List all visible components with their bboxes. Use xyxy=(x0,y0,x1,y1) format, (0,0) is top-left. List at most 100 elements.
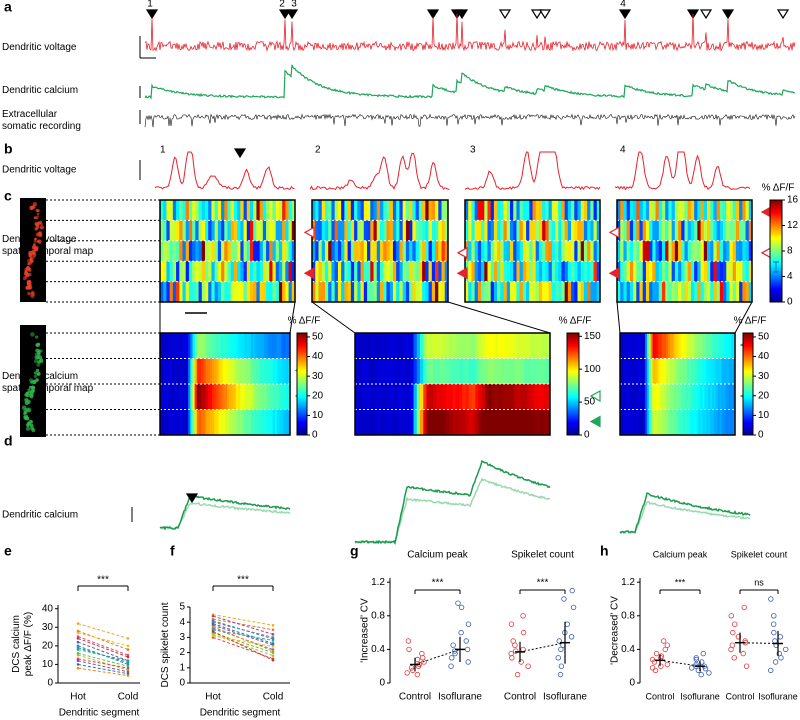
paired-point xyxy=(271,658,275,662)
voltage-map-cell xyxy=(713,220,718,242)
paired-point xyxy=(126,648,130,651)
voltage-window-trace xyxy=(464,151,601,191)
voltage-map-cell xyxy=(707,281,711,303)
calcium-map-cell xyxy=(623,409,627,436)
voltage-map-cell xyxy=(555,240,559,262)
calcium-map-cell xyxy=(281,384,284,410)
voltage-map-cell xyxy=(312,240,316,262)
voltage-map-cell xyxy=(487,220,492,242)
calcium-map-cell xyxy=(715,409,719,436)
calcium-map-cell xyxy=(491,409,496,436)
calcium-map-cell xyxy=(664,409,667,436)
calcium-map-cell xyxy=(644,358,648,385)
calcium-map-cell xyxy=(162,409,165,436)
voltage-map-cell xyxy=(639,281,644,303)
calcium-map-cell xyxy=(540,333,544,359)
dendrite-pixel xyxy=(24,400,29,406)
calcium-map-cell xyxy=(439,409,444,436)
extracellular-trace xyxy=(144,113,796,128)
calcium-map-cell xyxy=(390,409,395,436)
calcium-map-cell xyxy=(704,333,707,359)
calcium-map-cell xyxy=(222,358,226,385)
calcium-map-cell xyxy=(646,333,650,359)
calcium-map-cell xyxy=(246,409,250,436)
voltage-map-cell xyxy=(519,200,524,221)
calcium-map-cell xyxy=(658,384,661,410)
calcium-map-cell xyxy=(212,358,215,385)
calcium-map-cell xyxy=(648,384,652,410)
calcium-map-cell xyxy=(729,333,732,359)
voltage-map-cell xyxy=(545,261,549,282)
calcium-map-cell xyxy=(364,384,369,410)
voltage-map-cell xyxy=(577,261,582,282)
voltage-map-cell xyxy=(633,240,637,262)
calcium-map-cell xyxy=(214,358,217,385)
voltage-map-cell xyxy=(282,240,286,262)
paired-point xyxy=(126,659,130,663)
calcium-map-cell xyxy=(429,333,434,359)
voltage-map-cell xyxy=(386,261,391,282)
paired-point xyxy=(76,651,80,655)
voltage-map-cell xyxy=(179,281,183,303)
calcium-map-cell xyxy=(511,333,515,359)
calcium-map-cell xyxy=(436,409,440,436)
calcium-map-cell xyxy=(687,384,690,410)
calcium-map-cell xyxy=(629,409,632,436)
voltage-map-cell xyxy=(583,240,588,262)
calcium-map-cell xyxy=(723,409,726,436)
calcium-map-cell xyxy=(400,358,405,385)
voltage-map-cell xyxy=(331,200,336,221)
calcium-map-cell xyxy=(667,358,671,385)
voltage-map-cell xyxy=(548,240,553,262)
calcium-map-cell xyxy=(381,384,385,410)
voltage-map-cell xyxy=(739,220,743,242)
calcium-map-cell xyxy=(233,358,237,385)
voltage-map-cell xyxy=(658,240,663,262)
voltage-map-cell xyxy=(471,200,476,221)
voltage-map-cell xyxy=(205,200,209,221)
calcium-map-cell xyxy=(222,409,226,436)
calcium-map-cell xyxy=(205,384,209,410)
voltage-map-cell xyxy=(574,220,578,242)
voltage-map-cell xyxy=(707,261,711,282)
voltage-map-cell xyxy=(481,220,485,242)
voltage-map-cell xyxy=(399,220,404,242)
calcium-map-cell xyxy=(671,384,675,410)
calcium-map-cell xyxy=(481,409,486,436)
dendrite-pixel xyxy=(35,225,40,230)
voltage-map-cell xyxy=(188,240,193,262)
voltage-map-cell xyxy=(422,261,426,282)
voltage-map-cell xyxy=(415,240,420,262)
calcium-map-cell xyxy=(673,384,676,410)
calcium-map-cell xyxy=(733,409,736,436)
voltage-map-cell xyxy=(703,261,708,282)
data-point xyxy=(660,638,667,644)
voltage-map-cell xyxy=(409,281,413,303)
voltage-map-cell xyxy=(583,220,588,242)
voltage-map-cell xyxy=(201,220,206,242)
calcium-map-cell xyxy=(175,333,178,359)
calcium-map-cell xyxy=(364,333,369,359)
dendrite-pixel xyxy=(33,247,39,252)
calcium-map-cell xyxy=(268,409,271,436)
voltage-map-cell xyxy=(493,261,498,282)
calcium-map-cell xyxy=(173,358,176,385)
voltage-map-cell xyxy=(347,261,352,282)
calcium-map-cell xyxy=(468,409,473,436)
dendrite-pixel xyxy=(26,280,30,283)
voltage-map-cell xyxy=(376,281,381,303)
voltage-map-cell xyxy=(318,220,323,242)
calcium-map-cell xyxy=(220,358,224,385)
voltage-map-cell xyxy=(435,200,439,221)
calcium-map-cell xyxy=(627,358,630,385)
data-point xyxy=(513,648,519,654)
voltage-map-cell xyxy=(227,261,232,282)
voltage-map-cell xyxy=(205,220,209,242)
dendrite-pixel xyxy=(24,393,28,397)
voltage-map-cell xyxy=(484,240,488,262)
calcium-map-cell xyxy=(459,333,463,359)
data-point xyxy=(783,646,789,653)
voltage-map-cell xyxy=(535,281,540,303)
calcium-map-cell xyxy=(689,333,692,359)
voltage-map-cell xyxy=(484,220,488,242)
